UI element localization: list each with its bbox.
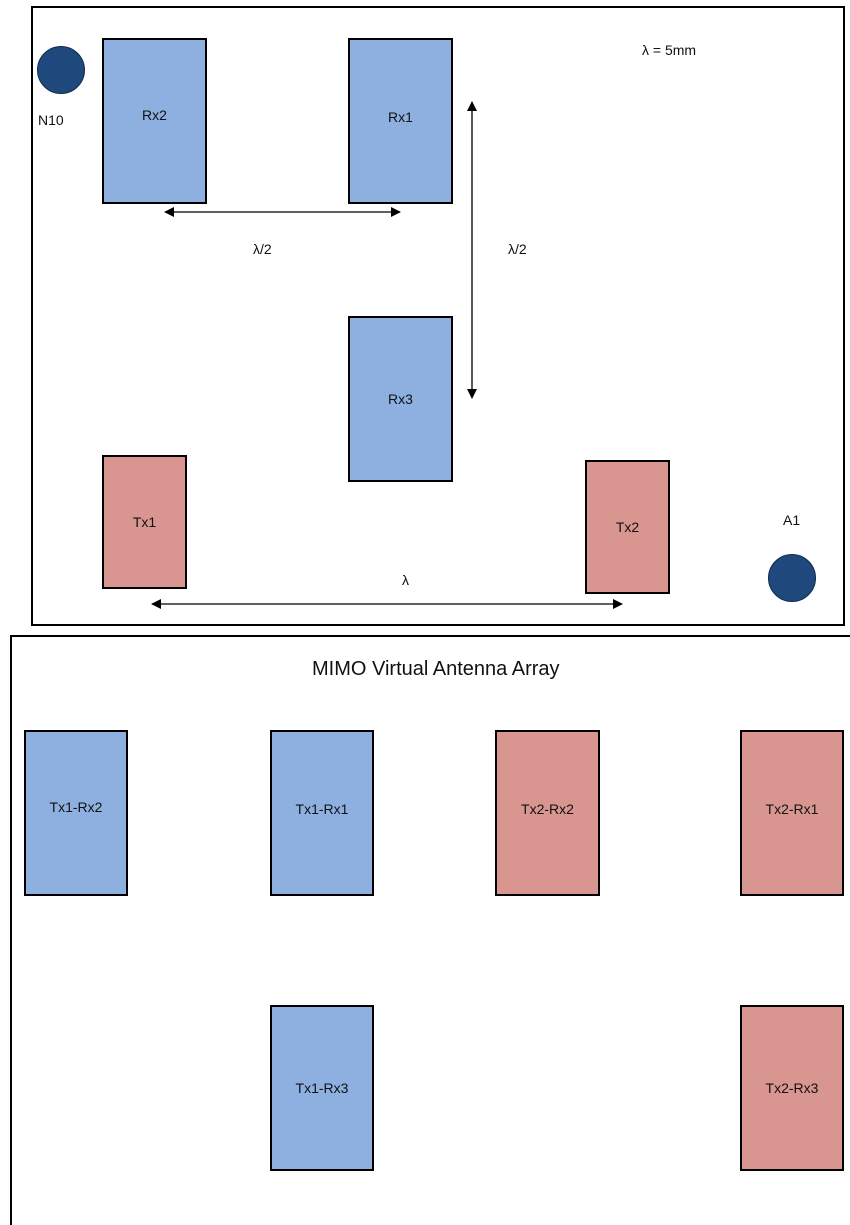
virtual-element-label: Tx2-Rx2 (521, 801, 574, 817)
spacing-arrows (151, 101, 623, 609)
tx1-tx2-spacing-label: λ (402, 572, 409, 588)
virtual-element-tx2-rx1: Tx2-Rx1 (740, 730, 844, 896)
rx1-antenna: Rx1 (348, 38, 453, 204)
rx2-label: Rx2 (142, 107, 167, 123)
virtual-array-panel (10, 635, 850, 1225)
virtual-element-tx2-rx3: Tx2-Rx3 (740, 1005, 844, 1171)
virtual-element-label: Tx2-Rx3 (765, 1080, 819, 1096)
virtual-array-title: MIMO Virtual Antenna Array (312, 658, 560, 680)
virtual-element-label: Tx1-Rx2 (49, 799, 103, 815)
wavelength-note: λ = 5mm (642, 42, 697, 58)
tx1-antenna: Tx1 (102, 455, 187, 589)
rx1-label: Rx1 (388, 109, 413, 125)
marker-a1-label: A1 (783, 512, 801, 528)
virtual-element-tx1-rx3: Tx1-Rx3 (270, 1005, 374, 1171)
virtual-element-label: Tx2-Rx1 (765, 801, 819, 817)
tx2-label: Tx2 (615, 519, 640, 535)
virtual-element-tx1-rx1: Tx1-Rx1 (270, 730, 374, 896)
marker-n10-label: N10 (38, 112, 64, 128)
virtual-element-label: Tx1-Rx3 (295, 1080, 349, 1096)
marker-n10-circle (37, 46, 85, 94)
rx2-antenna: Rx2 (102, 38, 207, 204)
rx1-rx3-spacing-label: λ/2 (508, 241, 527, 257)
tx2-antenna: Tx2 (585, 460, 670, 594)
rx2-rx1-spacing-label: λ/2 (253, 241, 272, 257)
rx3-antenna: Rx3 (348, 316, 453, 482)
marker-a1-circle (768, 554, 816, 602)
tx1-label: Tx1 (132, 514, 157, 530)
virtual-element-tx1-rx2: Tx1-Rx2 (24, 730, 128, 896)
rx3-label: Rx3 (388, 391, 413, 407)
virtual-element-tx2-rx2: Tx2-Rx2 (495, 730, 600, 896)
virtual-element-label: Tx1-Rx1 (295, 801, 349, 817)
